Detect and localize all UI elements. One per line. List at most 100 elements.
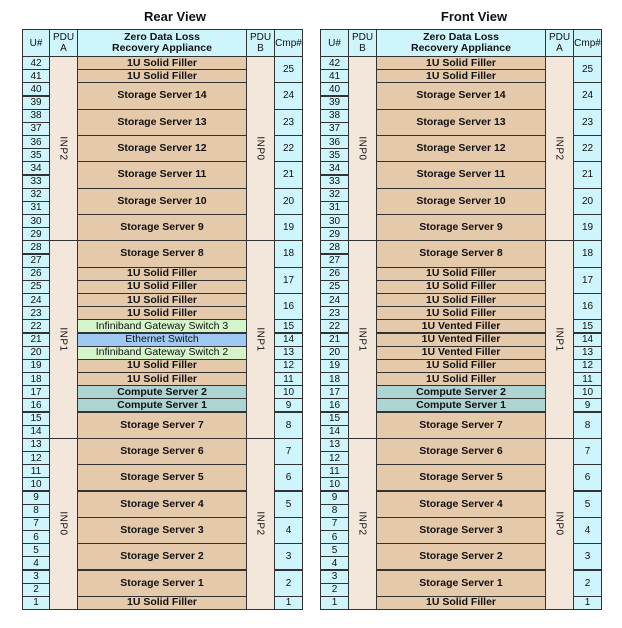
- component-storage: Storage Server 1: [77, 569, 247, 597]
- front-cmp-number: 3: [573, 543, 602, 571]
- rear-cmp-number: 1: [274, 595, 303, 610]
- front-cmp-number: 20: [573, 187, 602, 215]
- front-u-number: 20: [320, 345, 349, 360]
- pdu-label: INP0: [57, 511, 69, 537]
- rear-u-number: 38: [22, 108, 50, 123]
- component-storage: Storage Server 10: [77, 187, 247, 215]
- rear-u-number: 15: [22, 411, 50, 426]
- component-infiniband: Infiniband Gateway Switch 3: [77, 319, 247, 334]
- rear-pdu-left-group: INP0: [49, 437, 78, 610]
- rear-cmp-number: 3: [274, 543, 303, 571]
- front-pdu-left-group: INP0: [348, 56, 377, 242]
- rear-cmp-number: 5: [274, 490, 303, 518]
- front-u-number: 33: [320, 174, 349, 189]
- rear-u-number: 7: [22, 516, 50, 531]
- front-u-number: 28: [320, 240, 349, 255]
- front-cmp-number: 7: [573, 437, 602, 466]
- rear-u-number: 13: [22, 437, 50, 452]
- pdu-label: INP0: [553, 511, 565, 537]
- front-u-number: 25: [320, 279, 349, 294]
- rear-cmp-number: 23: [274, 108, 303, 136]
- rear-u-number: 17: [22, 385, 50, 400]
- front-cmp-number: 24: [573, 82, 602, 110]
- rear-pdu-right-group: INP0: [246, 56, 275, 242]
- component-filler: 1U Solid Filler: [77, 266, 247, 281]
- rear-u-number: 18: [22, 372, 50, 387]
- front-cmp-number: 25: [573, 56, 602, 84]
- front-u-number: 14: [320, 424, 349, 439]
- component-storage: Storage Server 9: [376, 214, 546, 242]
- rear-u-number: 40: [22, 82, 50, 97]
- component-filler: 1U Solid Filler: [77, 279, 247, 294]
- rear-cmp-number: 4: [274, 516, 303, 545]
- component-storage: Storage Server 2: [376, 543, 546, 571]
- component-storage: Storage Server 6: [376, 437, 546, 466]
- front-u-number: 16: [320, 398, 349, 413]
- rear-u-number: 30: [22, 214, 50, 229]
- front-u-number: 32: [320, 187, 349, 202]
- component-storage: Storage Server 8: [77, 240, 247, 268]
- front-u-number: 5: [320, 543, 349, 558]
- component-storage: Storage Server 9: [77, 214, 247, 242]
- rear-u-number: 9: [22, 490, 50, 505]
- front-u-number: 21: [320, 332, 349, 347]
- front-pdu-right-group: INP1: [545, 240, 574, 439]
- front-u-number: 37: [320, 121, 349, 136]
- rear-cmp-number: 11: [274, 372, 303, 387]
- rear-u-number: 34: [22, 161, 50, 176]
- component-filler: 1U Solid Filler: [376, 56, 546, 71]
- front-cmp-number: 9: [573, 398, 602, 413]
- component-storage: Storage Server 4: [77, 490, 247, 518]
- rear-u-number: 31: [22, 200, 50, 215]
- front-header-cmp: Cmp#: [573, 29, 602, 57]
- front-cmp-number: 11: [573, 372, 602, 387]
- rear-pdu-right-group: INP1: [246, 240, 275, 439]
- component-filler: 1U Solid Filler: [77, 358, 247, 373]
- component-storage: Storage Server 10: [376, 187, 546, 215]
- rear-cmp-number: 9: [274, 398, 303, 413]
- rear-cmp-number: 10: [274, 385, 303, 400]
- front-u-number: 24: [320, 293, 349, 308]
- front-u-number: 42: [320, 56, 349, 71]
- component-filler: 1U Vented Filler: [376, 319, 546, 334]
- component-filler: 1U Solid Filler: [77, 372, 247, 387]
- front-u-number: 34: [320, 161, 349, 176]
- component-filler: 1U Solid Filler: [77, 69, 247, 84]
- component-storage: Storage Server 5: [77, 464, 247, 492]
- rear-u-number: 37: [22, 121, 50, 136]
- front-cmp-number: 1: [573, 595, 602, 610]
- rear-pdu-left-group: INP2: [49, 56, 78, 242]
- front-cmp-number: 18: [573, 240, 602, 268]
- front-u-number: 6: [320, 530, 349, 545]
- rear-u-number: 35: [22, 148, 50, 163]
- rear-u-number: 20: [22, 345, 50, 360]
- rear-u-number: 3: [22, 569, 50, 584]
- rear-u-number: 22: [22, 319, 50, 334]
- component-compute: Compute Server 2: [376, 385, 546, 400]
- rear-u-number: 4: [22, 556, 50, 571]
- rear-cmp-number: 21: [274, 161, 303, 189]
- front-u-number: 22: [320, 319, 349, 334]
- front-u-number: 13: [320, 437, 349, 452]
- front-u-number: 18: [320, 372, 349, 387]
- component-filler: 1U Solid Filler: [376, 358, 546, 373]
- rear-cmp-number: 17: [274, 266, 303, 294]
- component-filler: 1U Solid Filler: [376, 279, 546, 294]
- front-pdu-left-group: INP2: [348, 437, 377, 610]
- rear-cmp-number: 15: [274, 319, 303, 334]
- front-header-pdu-left: PDU B: [348, 29, 377, 57]
- component-compute: Compute Server 2: [77, 385, 247, 400]
- rear-u-number: 11: [22, 464, 50, 479]
- rear-u-number: 16: [22, 398, 50, 413]
- rear-u-number: 26: [22, 266, 50, 281]
- front-u-number: 19: [320, 358, 349, 373]
- rear-cmp-number: 20: [274, 187, 303, 215]
- pdu-label: INP1: [553, 327, 565, 352]
- rear-u-number: 12: [22, 451, 50, 466]
- front-u-number: 3: [320, 569, 349, 584]
- front-cmp-number: 4: [573, 516, 602, 545]
- rear-cmp-number: 18: [274, 240, 303, 268]
- rear-header-cmp: Cmp#: [274, 29, 303, 57]
- front-cmp-number: 10: [573, 385, 602, 400]
- component-storage: Storage Server 3: [77, 516, 247, 545]
